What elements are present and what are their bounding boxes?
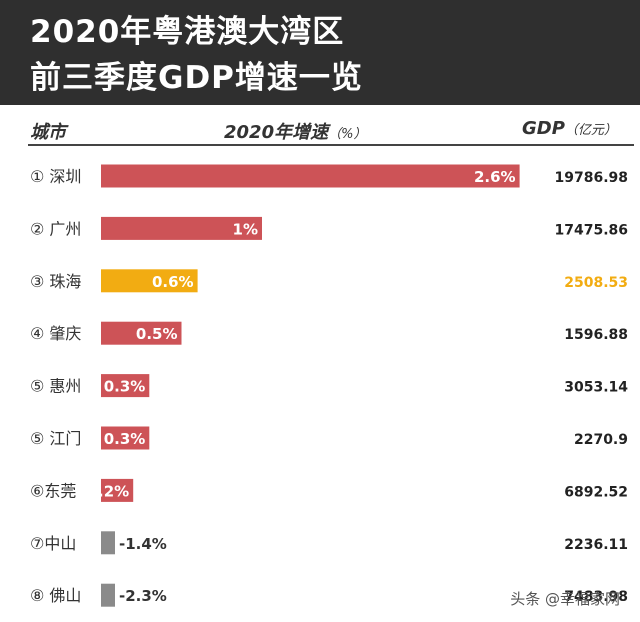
value-label: -1.4% bbox=[119, 535, 167, 553]
growth-bar bbox=[101, 269, 198, 293]
column-header-city: 城市 bbox=[30, 122, 66, 143]
growth-bar bbox=[101, 321, 182, 345]
growth-bar bbox=[101, 583, 115, 607]
page-subtitle: 前三季度GDP增速一览 bbox=[30, 60, 363, 96]
city-label: ⑦中山 bbox=[30, 534, 76, 553]
gdp-value: 7483.98 bbox=[564, 589, 628, 605]
growth-bar bbox=[101, 374, 150, 398]
city-label: ④ 肇庆 bbox=[30, 324, 81, 343]
gdp-value: 19786.98 bbox=[554, 170, 628, 186]
growth-header-label: 2020年增速 bbox=[224, 122, 329, 143]
title-banner: 2020年粤港澳大湾区 前三季度GDP增速一览 bbox=[0, 0, 640, 105]
value-label: 0.6% bbox=[152, 273, 194, 291]
watermark: 头条 @幸福家网 bbox=[510, 590, 620, 608]
gdp-header-unit: （亿元） bbox=[564, 123, 617, 138]
gdp-value: 2508.53 bbox=[564, 275, 628, 291]
gdp-value: 2236.11 bbox=[564, 537, 628, 553]
value-label: 1% bbox=[233, 220, 258, 238]
city-label: ⑤ 惠州 bbox=[30, 377, 81, 396]
column-header-growth: 2020年增速（%） bbox=[224, 118, 366, 144]
value-label: 2.6% bbox=[474, 168, 516, 186]
city-label: ③ 珠海 bbox=[30, 272, 81, 291]
city-label: ② 广州 bbox=[30, 219, 81, 238]
column-header-gdp: GDP（亿元） bbox=[522, 118, 617, 139]
value-label: 0.3% bbox=[104, 430, 146, 448]
value-label: -2.3% bbox=[119, 587, 167, 605]
growth-bar bbox=[101, 216, 262, 240]
value-label: 0.2% bbox=[88, 482, 130, 500]
growth-header-unit: （%） bbox=[328, 127, 367, 142]
growth-bar bbox=[101, 478, 134, 502]
gdp-value: 2270.9 bbox=[574, 432, 628, 448]
header-rule bbox=[28, 144, 634, 146]
city-label: ⑧ 佛山 bbox=[30, 586, 81, 605]
value-label: 0.3% bbox=[104, 378, 146, 396]
gdp-value: 6892.52 bbox=[564, 484, 628, 500]
growth-bar bbox=[101, 164, 520, 188]
gdp-header-label: GDP bbox=[522, 118, 565, 139]
page-title: 2020年粤港澳大湾区 bbox=[30, 14, 345, 50]
gdp-value: 1596.88 bbox=[564, 327, 628, 343]
city-label: ① 深圳 bbox=[30, 167, 81, 186]
growth-bar bbox=[101, 531, 115, 555]
value-label: 0.5% bbox=[136, 325, 178, 343]
gdp-value: 17475.86 bbox=[554, 222, 628, 238]
growth-bar bbox=[101, 426, 150, 450]
city-label: ⑥东莞 bbox=[30, 481, 76, 500]
city-label: ⑤ 江门 bbox=[30, 429, 81, 448]
gdp-value: 3053.14 bbox=[564, 380, 628, 396]
